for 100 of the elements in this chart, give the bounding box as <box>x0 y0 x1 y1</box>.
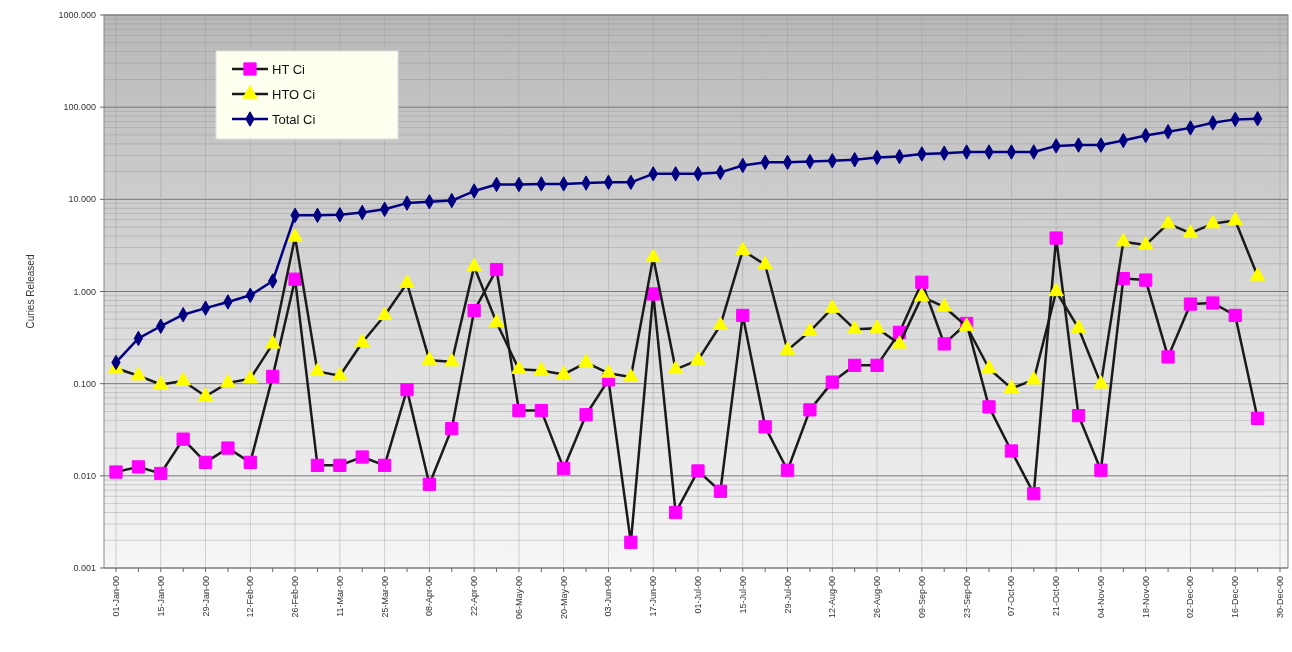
y-tick-label: 0.100 <box>73 378 96 389</box>
legend-label: HT Ci <box>272 61 306 77</box>
point <box>712 316 729 330</box>
point <box>243 455 257 469</box>
x-tick-label: 22-Apr-00 <box>469 576 480 617</box>
point <box>870 358 884 372</box>
point <box>557 461 571 476</box>
point <box>1003 379 1020 393</box>
point <box>400 383 414 397</box>
point <box>600 364 617 378</box>
point <box>981 359 997 374</box>
point <box>578 353 594 368</box>
point <box>242 369 259 384</box>
point <box>154 466 168 481</box>
x-tick-label: 29-Jul-00 <box>782 576 793 614</box>
y-tick-label: 1000.000 <box>58 10 96 21</box>
x-tick-label: 15-Jul-00 <box>737 576 748 614</box>
x-tick-label: 12-Aug-00 <box>827 576 838 619</box>
point <box>266 369 280 383</box>
point <box>354 333 370 348</box>
point <box>1227 211 1243 226</box>
point <box>869 319 885 333</box>
x-tick-label: 29-Jan-00 <box>200 576 211 617</box>
point <box>1049 231 1063 245</box>
point <box>555 365 572 380</box>
point <box>153 375 169 390</box>
point <box>803 403 817 417</box>
y-tick-label: 0.001 <box>73 563 96 574</box>
x-tick-label: 15-Jan-00 <box>155 576 166 617</box>
point <box>488 313 505 328</box>
point <box>1182 224 1199 238</box>
x-tick-label: 25-Mar-00 <box>379 576 390 618</box>
point <box>1093 375 1109 389</box>
x-tick-label: 04-Nov-00 <box>1095 576 1106 619</box>
point <box>691 464 705 478</box>
point <box>288 272 302 286</box>
point <box>736 308 750 323</box>
point <box>1094 463 1108 477</box>
point <box>310 458 325 472</box>
point <box>287 228 303 242</box>
point <box>130 366 147 381</box>
point <box>198 455 213 469</box>
point <box>1139 273 1153 287</box>
y-axis-title: Curies Released <box>25 254 36 329</box>
point <box>466 257 482 272</box>
point <box>1250 411 1265 426</box>
point <box>399 274 415 288</box>
point <box>1070 319 1087 333</box>
x-tick-label: 08-Apr-00 <box>424 576 435 617</box>
point <box>668 505 683 520</box>
point <box>846 320 863 334</box>
point <box>1183 297 1198 311</box>
point <box>1004 444 1019 458</box>
point <box>1205 214 1221 229</box>
point <box>512 403 526 418</box>
point <box>197 387 214 401</box>
point <box>735 241 751 256</box>
point <box>355 450 369 464</box>
x-tick-label: 09-Sep-00 <box>916 576 927 619</box>
point <box>377 458 392 472</box>
x-tick-label: 17-Jun-00 <box>648 576 659 617</box>
x-tick-label: 21-Oct-00 <box>1051 576 1062 617</box>
point <box>623 368 639 382</box>
point <box>758 420 772 434</box>
x-tick-label: 03-Jun-00 <box>603 576 614 617</box>
point <box>175 372 191 386</box>
point <box>690 351 706 365</box>
point <box>936 298 952 312</box>
point <box>221 441 235 455</box>
point <box>802 322 818 336</box>
point <box>757 255 773 270</box>
point <box>489 262 504 277</box>
point <box>264 335 281 349</box>
x-tick-label: 11-Mar-00 <box>334 576 345 617</box>
y-tick-label: 1.000 <box>73 286 96 297</box>
point <box>645 248 661 263</box>
point <box>422 477 437 491</box>
x-tick-label: 07-Oct-00 <box>1006 576 1017 617</box>
y-tick-label: 10.000 <box>68 194 96 205</box>
point <box>624 535 638 549</box>
x-tick-label: 01-Jul-00 <box>693 576 703 614</box>
point <box>176 432 190 446</box>
point <box>848 358 862 372</box>
point <box>333 458 347 472</box>
y-tick-label: 100.000 <box>63 102 96 113</box>
point <box>982 400 996 414</box>
point <box>1228 308 1242 323</box>
x-tick-label: 16-Dec-00 <box>1230 576 1241 619</box>
x-tick-label: 23-Sep-00 <box>961 576 972 619</box>
point <box>579 408 593 422</box>
point <box>1137 236 1154 250</box>
legend-label: HTO Ci <box>272 86 316 102</box>
point <box>667 360 684 375</box>
point <box>1161 350 1175 364</box>
point <box>824 299 841 313</box>
point <box>109 465 123 479</box>
point <box>467 304 481 318</box>
point <box>779 341 796 355</box>
point <box>445 422 459 436</box>
point <box>914 287 930 302</box>
